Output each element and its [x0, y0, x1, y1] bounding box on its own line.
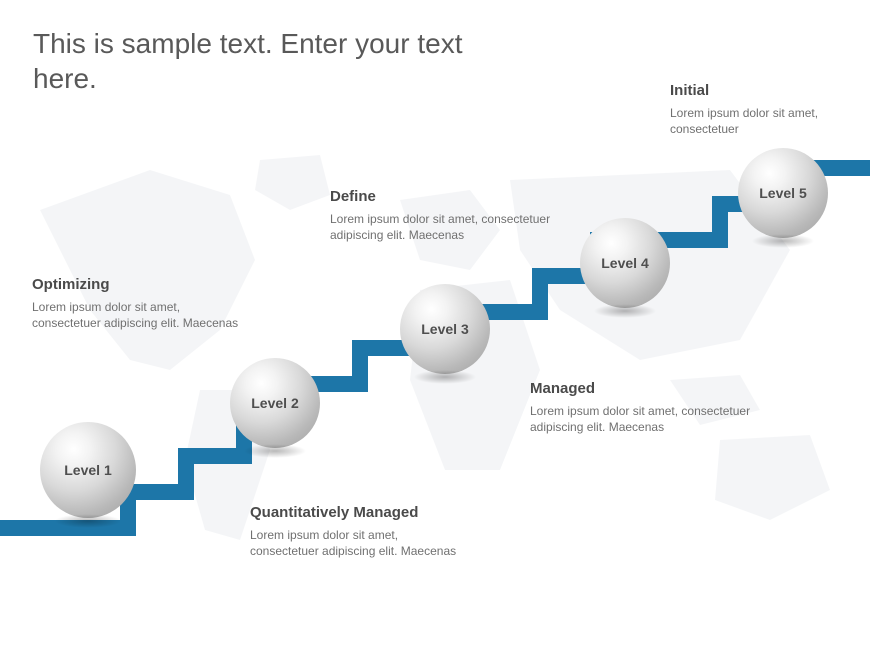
block-body: Lorem ipsum dolor sit amet, consectetuer — [670, 105, 860, 137]
text-block-initial: Initial Lorem ipsum dolor sit amet, conse… — [670, 82, 860, 137]
text-block-quant-managed: Quantitatively Managed Lorem ipsum dolor … — [250, 504, 460, 559]
sphere-level5: Level 5 — [738, 148, 828, 238]
block-body: Lorem ipsum dolor sit amet, consectetuer… — [32, 299, 242, 331]
block-body: Lorem ipsum dolor sit amet, consectetuer… — [530, 403, 760, 435]
block-heading: Managed — [530, 380, 760, 397]
sphere-label: Level 4 — [580, 218, 670, 308]
block-body: Lorem ipsum dolor sit amet, consectetuer… — [250, 527, 460, 559]
text-block-optimizing: Optimizing Lorem ipsum dolor sit amet, co… — [32, 276, 242, 331]
sphere-label: Level 3 — [400, 284, 490, 374]
slide-canvas: { "canvas": { "width": 870, "height": 65… — [0, 0, 870, 653]
text-block-define: Define Lorem ipsum dolor sit amet, consec… — [330, 188, 560, 243]
sphere-level3: Level 3 — [400, 284, 490, 374]
text-block-managed: Managed Lorem ipsum dolor sit amet, conse… — [530, 380, 760, 435]
sphere-label: Level 2 — [230, 358, 320, 448]
sphere-level1: Level 1 — [40, 422, 136, 518]
sphere-level4: Level 4 — [580, 218, 670, 308]
block-body: Lorem ipsum dolor sit amet, consectetuer… — [330, 211, 560, 243]
block-heading: Quantitatively Managed — [250, 504, 460, 521]
block-heading: Initial — [670, 82, 860, 99]
sphere-label: Level 5 — [738, 148, 828, 238]
sphere-label: Level 1 — [40, 422, 136, 518]
sphere-level2: Level 2 — [230, 358, 320, 448]
block-heading: Optimizing — [32, 276, 242, 293]
block-heading: Define — [330, 188, 560, 205]
